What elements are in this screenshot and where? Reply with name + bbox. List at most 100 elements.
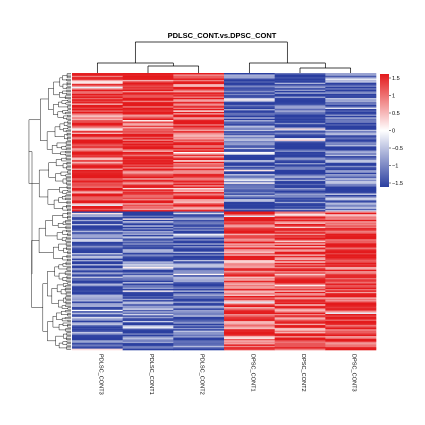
heatmap-cell: [173, 109, 225, 111]
heatmap-cell: [72, 313, 123, 316]
heatmap-cell: [325, 287, 377, 290]
heatmap-cell: [224, 185, 275, 187]
heatmap-cell: [122, 312, 174, 315]
heatmap-cell: [72, 229, 123, 232]
heatmap-cell: [274, 261, 326, 264]
heatmap-cell: [173, 75, 225, 78]
heatmap-cell: [122, 301, 174, 304]
heatmap-cell: [122, 124, 174, 126]
heatmap-cell: [173, 338, 225, 341]
heatmap-cell: [122, 110, 174, 113]
heatmap-cell: [72, 154, 123, 157]
heatmap-cell: [325, 330, 377, 333]
heatmap-cell: [224, 219, 275, 222]
heatmap-cell: [274, 214, 326, 216]
heatmap-cell: [122, 230, 174, 233]
heatmap-cell: [274, 222, 326, 225]
heatmap-cell: [173, 106, 225, 108]
heatmap-cell: [224, 99, 275, 101]
heatmap-cell: [122, 247, 174, 250]
heatmap-cell: [224, 138, 275, 140]
heatmap-cell: [72, 102, 123, 104]
heatmap-cell: [224, 192, 275, 194]
heatmap-cell: [173, 341, 225, 344]
heatmap-cell: [72, 142, 123, 144]
heatmap-cell: [173, 344, 225, 347]
heatmap-cell: [274, 239, 326, 241]
heatmap-cell: [325, 85, 377, 88]
heatmap-cell: [224, 214, 275, 216]
heatmap-cell: [122, 315, 174, 318]
heatmap-cell: [173, 172, 225, 175]
heatmap-cell: [72, 219, 123, 222]
heatmap-cell: [72, 297, 123, 300]
heatmap-cell: [173, 221, 225, 223]
heatmap-cell: [122, 340, 174, 342]
heatmap-cell: [122, 332, 174, 334]
heatmap-cell: [72, 132, 123, 135]
heatmap-cell: [224, 226, 275, 229]
heatmap-cell: [122, 284, 174, 287]
heatmap-cell: [274, 110, 326, 113]
heatmap-cell: [72, 149, 123, 151]
heatmap-cell: [72, 86, 123, 89]
heatmap-cell: [122, 251, 174, 254]
heatmap-cell: [72, 236, 123, 239]
heatmap-cell: [72, 200, 123, 203]
heatmap-cell: [122, 192, 174, 194]
heatmap-cell: [173, 147, 225, 150]
heatmap-cell: [274, 311, 326, 313]
heatmap-cell: [224, 334, 275, 337]
heatmap-cell: [72, 212, 123, 215]
heatmap-cell: [122, 325, 174, 327]
heatmap-cell: [72, 117, 123, 120]
heatmap-cell: [325, 190, 377, 193]
heatmap-cell: [224, 77, 275, 79]
heatmap-cell: [72, 100, 123, 103]
heatmap-cell: [72, 205, 123, 208]
heatmap-cell: [224, 264, 275, 266]
heatmap-cell: [325, 345, 377, 348]
heatmap-cell: [72, 337, 123, 340]
heatmap-cell: [325, 294, 377, 297]
heatmap-cell: [274, 161, 326, 164]
heatmap-cell: [274, 348, 326, 351]
heatmap-cell: [122, 236, 174, 239]
heatmap-cell: [274, 318, 326, 320]
heatmap-cell: [274, 275, 326, 277]
heatmap-cell: [72, 145, 123, 147]
heatmap-cell: [122, 200, 174, 203]
heatmap-cell: [122, 75, 174, 78]
heatmap-cell: [173, 211, 225, 214]
heatmap-cell: [72, 261, 123, 264]
heatmap-cell: [224, 276, 275, 279]
heatmap-cell: [173, 158, 225, 161]
heatmap-cell: [173, 89, 225, 92]
heatmap-cell: [72, 223, 123, 226]
heatmap-cell: [173, 174, 225, 176]
heatmap-cell: [224, 232, 275, 234]
heatmap-cell: [274, 174, 326, 176]
heatmap-cell: [72, 127, 123, 129]
heatmap-cell: [325, 194, 377, 197]
heatmap-cell: [274, 127, 326, 129]
heatmap-cell: [274, 84, 326, 86]
heatmap-cell: [224, 81, 275, 83]
heatmap-cell: [325, 315, 377, 318]
heatmap-cell: [173, 332, 225, 334]
heatmap-cell: [224, 235, 275, 237]
heatmap-cell: [274, 243, 326, 246]
heatmap-cell: [224, 113, 275, 115]
heatmap-cell: [122, 248, 174, 251]
heatmap-cell: [173, 298, 225, 301]
heatmap-cell: [224, 176, 275, 179]
heatmap-cell: [224, 75, 275, 78]
heatmap-cell: [325, 289, 377, 291]
heatmap-cell: [274, 104, 326, 107]
heatmap-cell: [325, 218, 377, 221]
heatmap-cell: [325, 133, 377, 136]
heatmap-cell: [224, 193, 275, 196]
heatmap-cell: [122, 283, 174, 286]
heatmap-cell: [122, 266, 174, 269]
heatmap-cell: [274, 305, 326, 308]
